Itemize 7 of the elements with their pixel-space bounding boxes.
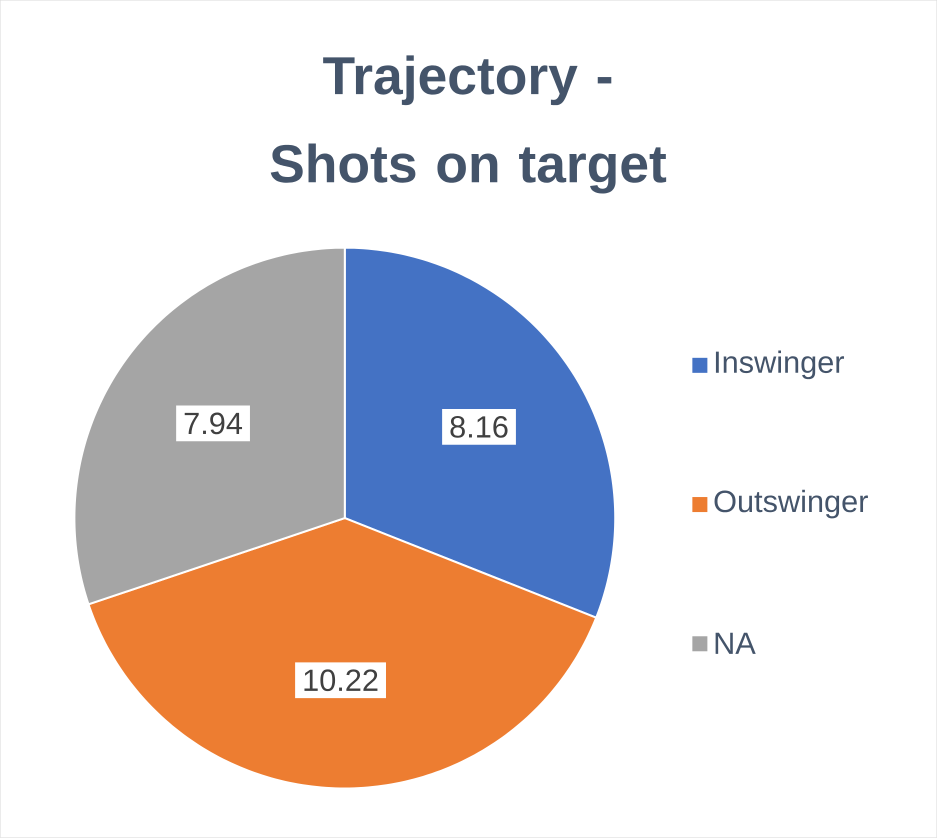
data-label: 8.16 [450,416,508,438]
legend-label: NA [716,632,756,654]
legend-label: Outswinger [714,490,868,518]
data-label: 10.22 [304,669,378,692]
legend-label: Inswinger [716,350,844,380]
chart-title: Trajectory - Shots on target [270,55,666,194]
data-label: 7.94 [184,412,242,434]
